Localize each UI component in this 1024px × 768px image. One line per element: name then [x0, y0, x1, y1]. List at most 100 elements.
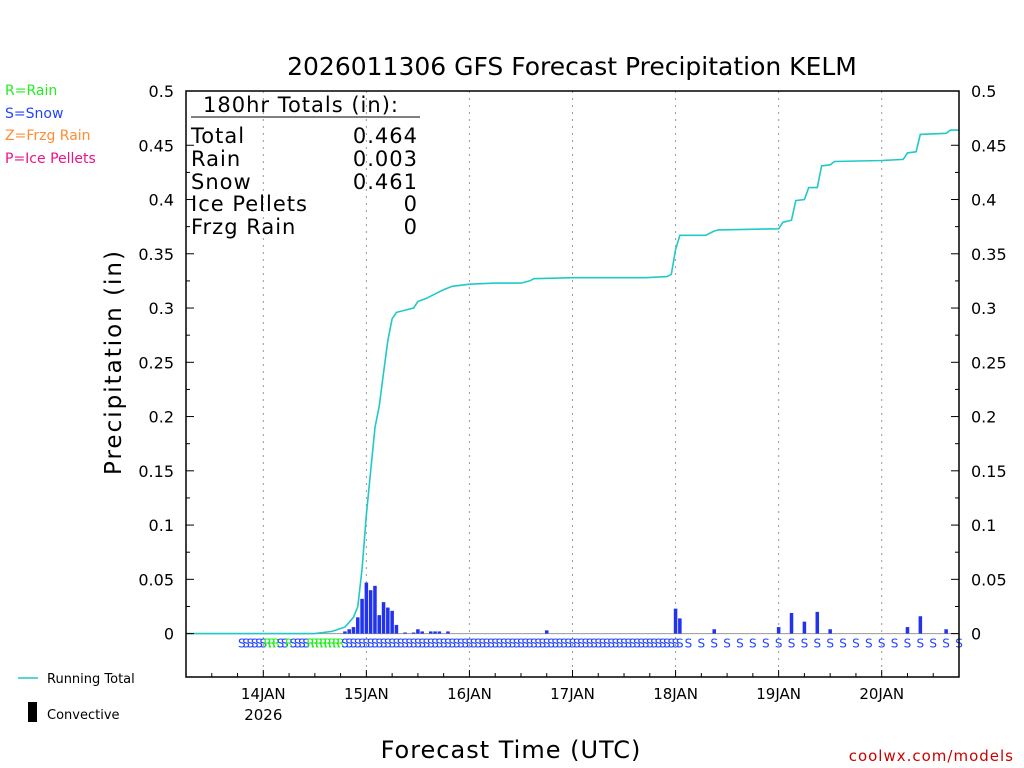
ptype-legend: R=Rain S=Snow Z=Frzg Rain P=Ice Pellets — [5, 83, 96, 167]
ptype-snow-marker: S — [255, 637, 263, 651]
x-tick-label: 20JAN — [859, 685, 904, 703]
ptype-snow-marker: S — [397, 637, 405, 651]
totals-value-rain: 0.003 — [353, 147, 418, 171]
ptype-snow-marker: S — [414, 637, 422, 651]
ptype-legend-ice-pellets: P=Ice Pellets — [5, 151, 96, 167]
precip-bar — [420, 631, 424, 634]
ptype-snow-marker: S — [650, 637, 658, 651]
ptype-snow-marker: S — [582, 637, 590, 651]
ptype-snow-marker: S — [277, 637, 285, 651]
gridlines — [186, 91, 959, 677]
ptype-snow-marker: S — [552, 637, 560, 651]
x-axis-label: Forecast Time (UTC) — [381, 736, 642, 764]
ptype-snow-marker: S — [569, 637, 577, 651]
precip-bar — [381, 602, 386, 634]
ptype-snow-marker: S — [427, 637, 435, 651]
ptype-snow-marker: S — [453, 637, 461, 651]
totals-box: 180hr Totals (in): Total 0.464 Rain 0.00… — [190, 93, 420, 239]
ptype-snow-marker: S — [491, 637, 499, 651]
ptype-snow-marker: S — [594, 637, 602, 651]
ptype-snow-marker: S — [685, 637, 693, 651]
ptype-snow-marker: S — [466, 637, 474, 651]
ptype-snow-marker: S — [393, 637, 401, 651]
ptype-snow-marker: S — [590, 637, 598, 651]
y-tick-label-right: 0.25 — [971, 353, 1007, 372]
ptype-snow-marker: S — [384, 637, 392, 651]
ptype-snow-marker: S — [865, 637, 873, 651]
ptype-snow-marker: S — [259, 637, 267, 651]
ptype-snow-marker: S — [698, 637, 706, 651]
ptype-snow-marker: S — [363, 637, 371, 651]
ptype-snow-marker: S — [354, 637, 362, 651]
totals-value-frzg-rain: 0 — [404, 215, 418, 239]
ptype-snow-marker: S — [710, 637, 718, 651]
ptype-snow-marker: S — [839, 637, 847, 651]
precip-type-markers: SSSSSSRRRSSRSSSSRRRRRRRRSSSSSSSSSSSSSSSS… — [238, 637, 963, 651]
ptype-snow-marker: S — [487, 637, 495, 651]
y-tick-label-left: 0.35 — [138, 245, 174, 264]
ptype-snow-marker: S — [917, 637, 925, 651]
ptype-rain-marker: R — [332, 637, 340, 651]
ptype-snow-marker: S — [577, 637, 585, 651]
ptype-snow-marker: S — [762, 637, 770, 651]
precip-bar — [905, 627, 910, 634]
ptype-snow-marker: S — [483, 637, 491, 651]
precip-bar — [364, 582, 369, 634]
ptype-snow-marker: S — [813, 637, 821, 651]
ptype-snow-marker: S — [676, 637, 684, 651]
y-tick-label-right: 0.35 — [971, 245, 1007, 264]
precip-bar — [416, 629, 420, 634]
ptype-legend-frzg-rain: Z=Frzg Rain — [5, 128, 91, 144]
credit-text: coolwx.com/models — [849, 747, 1014, 765]
ptype-snow-marker: S — [620, 637, 628, 651]
precip-bar — [673, 608, 678, 634]
ptype-snow-marker: S — [801, 637, 809, 651]
y-axis-left: 0 0.05 0.1 0.15 0.2 0.25 0.3 0.35 0.4 0.45 0.5 — [138, 82, 194, 644]
ptype-snow-marker: S — [534, 637, 542, 651]
precip-bar — [789, 612, 794, 634]
y-tick-label-right: 0.3 — [971, 299, 996, 318]
totals-label-ice-pellets: Ice Pellets — [191, 192, 308, 216]
precip-bar — [446, 631, 450, 634]
ptype-snow-marker: S — [543, 637, 551, 651]
precip-bar — [356, 617, 360, 634]
precip-bar — [544, 630, 549, 634]
precip-bar — [386, 607, 390, 634]
convective-legend-swatch — [28, 702, 37, 722]
ptype-snow-marker: S — [547, 637, 555, 651]
y-tick-label-right: 0.2 — [971, 408, 996, 427]
ptype-snow-marker: S — [788, 637, 796, 651]
running-total-legend-label: Running Total — [47, 672, 135, 687]
totals-label-total: Total — [190, 124, 245, 148]
ptype-snow-marker: S — [350, 637, 358, 651]
precip-bar — [802, 621, 807, 634]
ptype-snow-marker: S — [659, 637, 667, 651]
ptype-snow-marker: S — [637, 637, 645, 651]
totals-label-frzg-rain: Frzg Rain — [191, 215, 296, 239]
series-legend: Running Total Convective — [18, 672, 135, 723]
precip-bar — [712, 629, 716, 634]
y-tick-label-left: 0.4 — [149, 191, 174, 210]
ptype-snow-marker: S — [646, 637, 654, 651]
x-tick-label: 16JAN — [447, 685, 492, 703]
ptype-snow-marker: S — [599, 637, 607, 651]
x-tick-label: 18JAN — [653, 685, 698, 703]
ptype-snow-marker: S — [341, 637, 349, 651]
ptype-snow-marker: S — [496, 637, 504, 651]
ptype-snow-marker: S — [672, 637, 680, 651]
ptype-snow-marker: S — [826, 637, 834, 651]
y-tick-label-right: 0.4 — [971, 191, 996, 210]
precip-bar — [373, 585, 377, 634]
ptype-snow-marker: S — [375, 637, 383, 651]
ptype-snow-marker: S — [418, 637, 426, 651]
ptype-snow-marker: S — [603, 637, 611, 651]
ptype-snow-marker: S — [633, 637, 641, 651]
ptype-snow-marker: S — [517, 637, 525, 651]
ptype-rain-marker: R — [285, 637, 293, 651]
ptype-snow-marker: S — [629, 637, 637, 651]
precip-bar — [815, 611, 820, 634]
ptype-rain-marker: R — [328, 637, 336, 651]
ptype-snow-marker: S — [423, 637, 431, 651]
ptype-rain-marker: R — [268, 637, 276, 651]
